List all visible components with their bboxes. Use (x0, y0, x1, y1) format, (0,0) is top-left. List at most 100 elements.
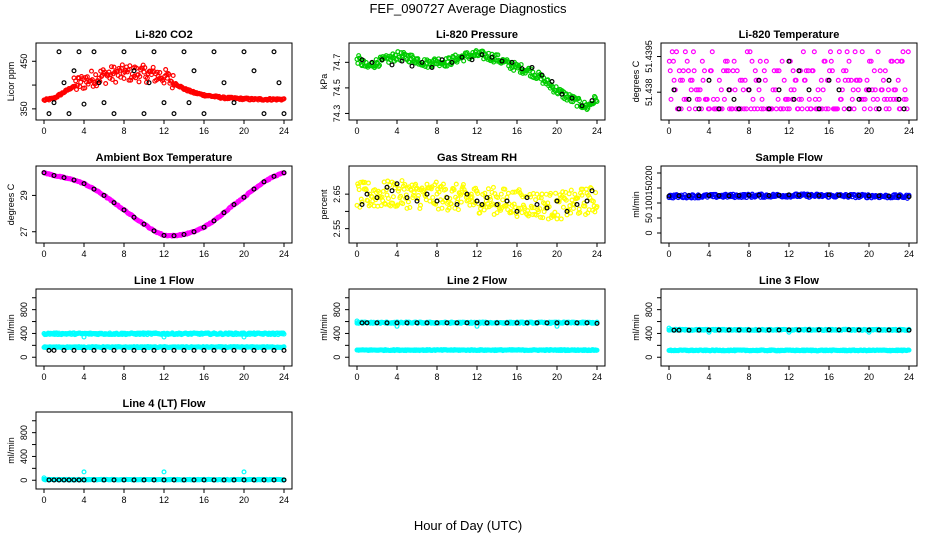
data-point (906, 194, 912, 200)
data-point (131, 347, 137, 353)
data-point (408, 187, 414, 193)
data-point (261, 179, 267, 185)
x-tick-label: 8 (121, 249, 126, 259)
data-point (873, 106, 879, 112)
data-point (738, 106, 744, 112)
data-point (443, 186, 449, 192)
y-tick-label: 0 (644, 355, 654, 360)
data-point (752, 68, 758, 74)
series-spikes (666, 325, 872, 335)
data-point (774, 68, 780, 74)
data-point (706, 106, 712, 112)
data-point (726, 106, 732, 112)
data-point (111, 200, 117, 206)
data-point (141, 111, 147, 117)
data-point (241, 347, 247, 353)
plot-frame (660, 42, 918, 121)
x-tick-label: 4 (706, 372, 711, 382)
data-point (484, 320, 490, 326)
data-point (796, 68, 802, 74)
data-point (101, 100, 107, 106)
data-point (796, 192, 802, 198)
data-point (494, 202, 500, 208)
data-point (429, 64, 435, 70)
data-point (781, 77, 787, 83)
data-point (231, 347, 237, 353)
data-point (714, 96, 720, 102)
data-point (261, 477, 267, 483)
data-point (904, 106, 910, 112)
x-tick-label: 24 (279, 249, 289, 259)
data-point (458, 199, 464, 205)
data-point (756, 87, 762, 93)
data-point (855, 87, 861, 93)
data-point (816, 327, 822, 333)
data-point (563, 197, 569, 203)
data-point (670, 58, 676, 64)
data-point (766, 193, 772, 199)
data-point (779, 58, 785, 64)
data-point (383, 187, 389, 193)
data-point (164, 75, 170, 81)
data-point (841, 106, 847, 112)
data-point (576, 98, 582, 104)
data-point (111, 111, 117, 117)
data-point (434, 320, 440, 326)
data-point (359, 57, 365, 63)
data-point (673, 49, 679, 55)
series-1-min (41, 62, 287, 104)
data-point (880, 77, 886, 83)
data-point (459, 54, 465, 60)
data-point (421, 188, 427, 194)
data-point (141, 221, 147, 227)
x-tick-label: 4 (394, 249, 399, 259)
data-point (886, 106, 892, 112)
data-point (706, 193, 712, 199)
y-tick-label: 2.55 (332, 220, 342, 238)
data-point (433, 179, 439, 185)
data-point (564, 320, 570, 326)
data-point (108, 72, 114, 78)
data-point (377, 62, 383, 68)
data-point (453, 181, 459, 187)
data-point (407, 204, 413, 210)
data-point (742, 77, 748, 83)
data-point (161, 469, 167, 475)
data-point (818, 77, 824, 83)
data-point (552, 209, 558, 215)
data-point (836, 327, 842, 333)
data-point (271, 173, 277, 179)
data-point (696, 96, 702, 102)
data-point (41, 170, 47, 176)
y-tick-label: 74.7 (332, 54, 342, 72)
data-point (775, 96, 781, 102)
data-point (786, 192, 792, 198)
data-point (584, 320, 590, 326)
data-point (682, 49, 688, 55)
data-point (448, 201, 454, 207)
data-point (91, 186, 97, 192)
data-point (161, 100, 167, 106)
data-point (859, 49, 865, 55)
series-1-min (354, 178, 600, 222)
data-points (41, 469, 287, 483)
panel-title: Line 4 (LT) Flow (123, 398, 206, 410)
x-tick-label: 20 (552, 249, 562, 259)
data-point (846, 58, 852, 64)
data-point (121, 207, 127, 213)
data-point (825, 106, 831, 112)
data-point (896, 96, 902, 102)
data-point (419, 59, 425, 65)
data-point (71, 347, 77, 353)
data-point (529, 64, 535, 70)
data-point (451, 187, 457, 193)
data-point (76, 49, 82, 55)
data-point (686, 327, 692, 333)
data-point (906, 347, 912, 353)
data-point (402, 181, 408, 187)
data-point (261, 347, 267, 353)
data-point (469, 57, 475, 63)
data-point (510, 189, 516, 195)
data-point (848, 77, 854, 83)
